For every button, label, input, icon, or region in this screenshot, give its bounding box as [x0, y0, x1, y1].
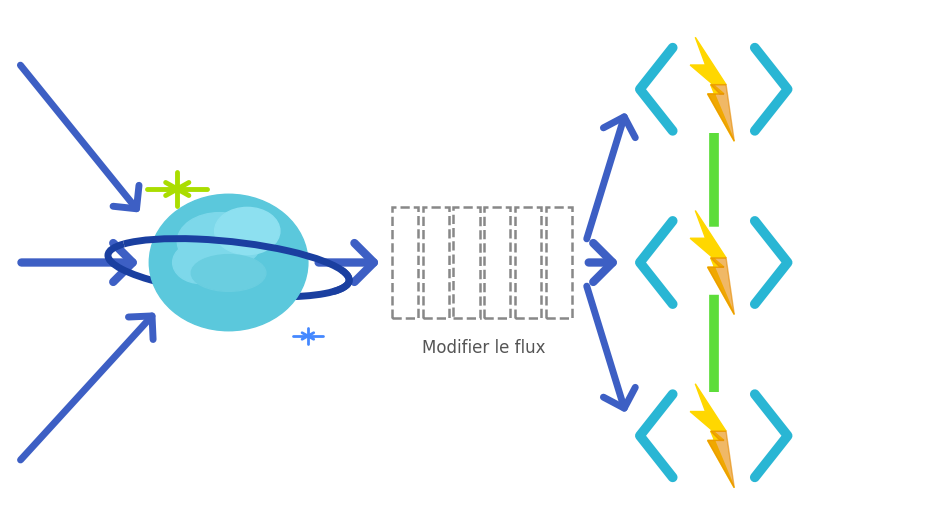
- Text: Modifier le flux: Modifier le flux: [423, 339, 546, 356]
- Ellipse shape: [191, 255, 266, 291]
- Ellipse shape: [215, 207, 280, 255]
- Ellipse shape: [149, 194, 308, 331]
- FancyBboxPatch shape: [453, 207, 480, 318]
- FancyBboxPatch shape: [515, 207, 541, 318]
- FancyBboxPatch shape: [484, 207, 510, 318]
- Polygon shape: [707, 258, 734, 314]
- Polygon shape: [707, 85, 734, 141]
- Polygon shape: [690, 211, 734, 314]
- FancyBboxPatch shape: [423, 207, 449, 318]
- Polygon shape: [690, 384, 734, 488]
- Ellipse shape: [173, 242, 229, 284]
- Ellipse shape: [177, 213, 261, 270]
- Polygon shape: [707, 431, 734, 488]
- FancyBboxPatch shape: [546, 207, 572, 318]
- Polygon shape: [690, 37, 734, 141]
- FancyBboxPatch shape: [392, 207, 418, 318]
